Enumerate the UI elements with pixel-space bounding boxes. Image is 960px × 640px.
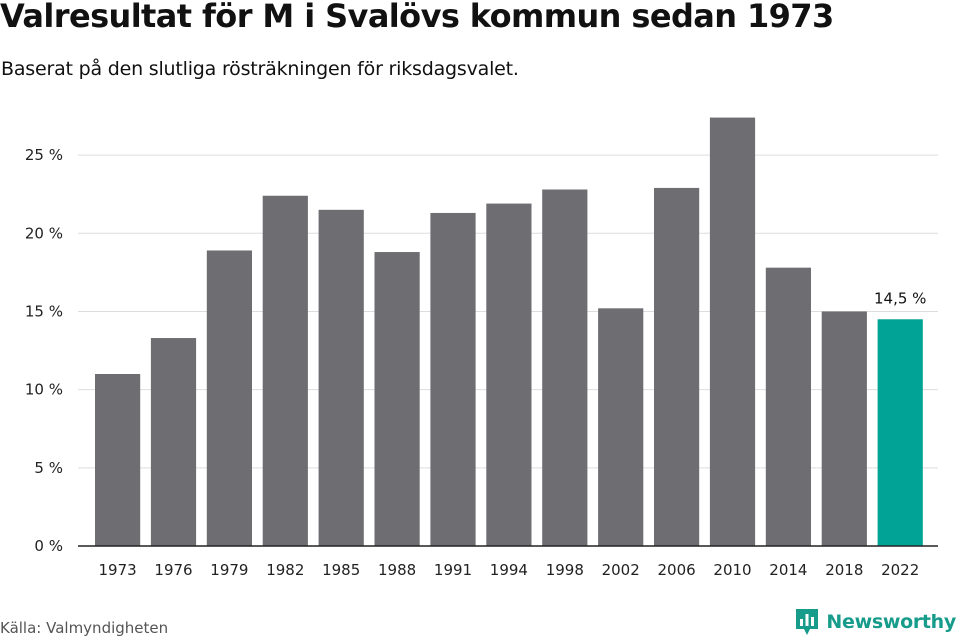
x-tick-label: 2014 — [769, 561, 807, 579]
chart-subtitle: Baserat på den slutliga rösträkningen fö… — [1, 58, 519, 80]
bar — [374, 252, 420, 546]
bar — [542, 189, 588, 546]
bar — [206, 250, 252, 547]
x-tick-label: 2006 — [658, 561, 696, 579]
bar — [95, 374, 141, 546]
bar — [318, 209, 364, 546]
bar — [486, 203, 532, 546]
x-tick-label: 2010 — [713, 561, 751, 579]
annotations: 14,5 % — [874, 289, 926, 307]
y-tick-label: 15 % — [25, 302, 63, 320]
bar — [654, 187, 700, 546]
newsworthy-logo-icon — [796, 609, 819, 635]
x-tick-label: 1973 — [99, 561, 137, 579]
x-tick-label: 1988 — [378, 561, 416, 579]
bars — [95, 117, 923, 547]
y-tick-label: 10 % — [25, 381, 63, 399]
data-label: 14,5 % — [874, 289, 926, 307]
bar — [821, 311, 867, 546]
bar-chart: 0 %5 %10 %15 %20 %25 % 1973 1976 1979 1982 1… — [25, 117, 938, 579]
x-tick-label: 1998 — [546, 561, 584, 579]
bar — [430, 212, 476, 547]
source-label: Källa: Valmyndigheten — [0, 619, 169, 637]
y-tick-label: 0 % — [34, 537, 63, 555]
x-tick-label: 1991 — [434, 561, 472, 579]
brand-name: Newsworthy — [826, 611, 956, 633]
bar — [709, 117, 756, 547]
x-tick-label: 1982 — [266, 561, 304, 579]
bar — [877, 319, 923, 546]
bar — [598, 308, 644, 546]
x-axis-tick-labels: 1973 1976 1979 1982 1985 1988 1991 1994 1998 2002… — [99, 561, 920, 579]
bar — [765, 267, 811, 546]
bar — [150, 338, 197, 546]
y-tick-label: 25 % — [25, 146, 63, 164]
chart-title: Valresultat för M i Svalövs kommun sedan… — [0, 0, 834, 35]
y-tick-label: 20 % — [25, 224, 63, 242]
y-axis-tick-labels: 0 % 5 % 10 % 15 % 20 % 25 % — [25, 146, 63, 555]
bar — [262, 195, 308, 546]
x-tick-label: 2002 — [602, 561, 640, 579]
x-tick-label: 1985 — [322, 561, 360, 579]
brand: Newsworthy — [794, 607, 956, 637]
x-tick-label: 1979 — [210, 561, 248, 579]
x-tick-label: 1994 — [490, 561, 528, 579]
y-tick-label: 5 % — [34, 459, 63, 477]
x-tick-label: 2018 — [825, 561, 863, 579]
x-tick-label: 1976 — [154, 561, 192, 579]
x-tick-label: 2022 — [881, 561, 919, 579]
